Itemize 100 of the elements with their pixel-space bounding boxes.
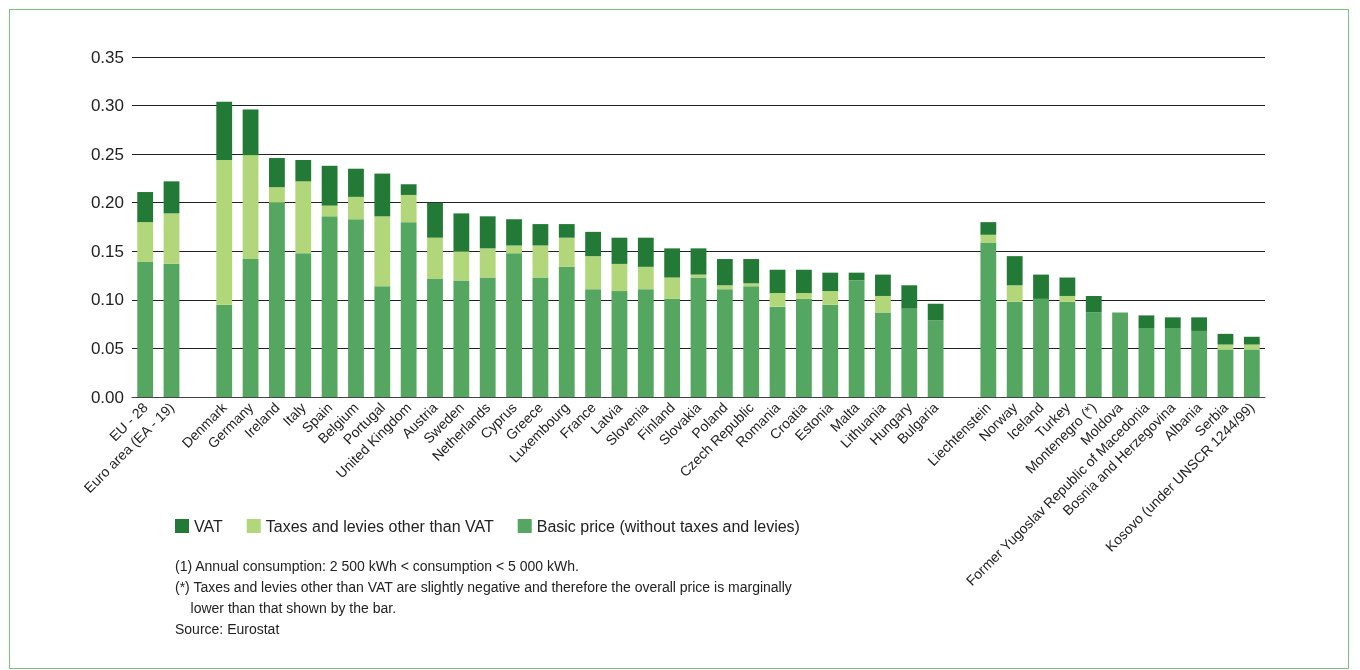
bar	[585, 256, 602, 290]
bar	[1164, 328, 1181, 397]
bar	[506, 245, 522, 254]
bar	[822, 304, 839, 397]
bar	[321, 165, 338, 206]
bar	[269, 158, 285, 188]
bar	[743, 286, 760, 397]
bar	[611, 263, 628, 292]
bar	[1138, 315, 1155, 329]
bar	[1217, 333, 1234, 345]
y-tick-label: 0.05	[90, 338, 124, 358]
bar	[716, 259, 733, 286]
bar	[769, 269, 786, 294]
bar	[400, 194, 417, 223]
bar	[1033, 274, 1049, 299]
bar	[769, 293, 786, 307]
y-tick-label: 0.10	[90, 290, 124, 310]
y-tick-label: 0.30	[90, 96, 124, 116]
bar	[1006, 301, 1023, 397]
bar	[980, 222, 997, 235]
legend-label: Basic price (without taxes and levies)	[536, 517, 800, 535]
bar	[875, 295, 891, 313]
bar	[664, 298, 681, 397]
bar	[1006, 256, 1023, 286]
bar	[532, 245, 549, 278]
bar	[374, 216, 391, 287]
bar	[558, 237, 575, 267]
y-tick-label: 0.35	[90, 47, 124, 67]
bar	[743, 259, 760, 284]
y-tick-label: 0.15	[90, 241, 124, 261]
bar	[453, 251, 470, 281]
bar	[216, 159, 233, 305]
bar	[980, 234, 997, 243]
bar	[664, 277, 681, 299]
bar	[822, 272, 839, 292]
bar	[848, 280, 865, 397]
bar	[453, 213, 470, 252]
bar	[374, 173, 391, 217]
bar	[348, 196, 364, 220]
y-tick-label: 0.20	[90, 193, 124, 213]
bar	[479, 216, 496, 249]
bar	[1085, 295, 1102, 313]
bar	[163, 213, 180, 264]
bar	[427, 278, 443, 397]
bar	[295, 253, 312, 397]
bar	[901, 285, 918, 309]
bar	[875, 312, 891, 397]
bar	[479, 277, 496, 397]
bar	[875, 274, 891, 296]
bar	[137, 261, 154, 397]
bar	[690, 277, 707, 397]
bar	[295, 159, 312, 182]
bar	[690, 274, 707, 278]
bar	[1191, 330, 1208, 397]
bar	[216, 101, 233, 160]
bar	[1059, 277, 1076, 296]
bar	[1243, 349, 1260, 397]
bar	[1243, 336, 1260, 345]
bar	[374, 286, 391, 397]
legend-label: Taxes and levies other than VAT	[265, 517, 494, 535]
bar	[242, 155, 259, 260]
bar	[532, 224, 549, 246]
bar	[400, 184, 417, 195]
bar	[1164, 317, 1181, 329]
bar	[321, 205, 338, 217]
bar	[1217, 349, 1234, 397]
bar	[1006, 285, 1023, 302]
bar	[558, 224, 575, 238]
bar	[558, 266, 575, 397]
bar	[269, 187, 285, 203]
bar	[1085, 312, 1102, 397]
bar	[321, 216, 338, 397]
bar	[137, 222, 154, 262]
bar	[242, 259, 259, 397]
bar	[585, 289, 602, 397]
bar	[348, 219, 364, 397]
bar	[585, 231, 602, 257]
bar	[637, 237, 654, 267]
y-tick-label: 0.25	[90, 144, 124, 164]
bar	[743, 283, 760, 287]
bar	[137, 192, 154, 223]
text: (*) Taxes and levies other than VAT are slightly negative and therefore the overall price is marginally lower than that shown by the bar.	[175, 578, 792, 616]
bar	[242, 109, 259, 156]
bar	[901, 308, 918, 397]
bar	[1033, 298, 1049, 397]
bar	[1112, 312, 1128, 397]
bar	[637, 289, 654, 397]
y-tick-label: 0.00	[90, 387, 124, 407]
bar	[637, 266, 654, 290]
bar	[927, 303, 944, 321]
bar	[611, 291, 628, 397]
bar	[427, 202, 443, 238]
bar	[1138, 328, 1155, 397]
bar	[795, 293, 812, 299]
bar	[400, 222, 417, 397]
bar	[611, 237, 628, 264]
bar	[822, 291, 839, 305]
bar	[479, 248, 496, 278]
bar	[163, 181, 180, 214]
bar	[348, 168, 364, 197]
